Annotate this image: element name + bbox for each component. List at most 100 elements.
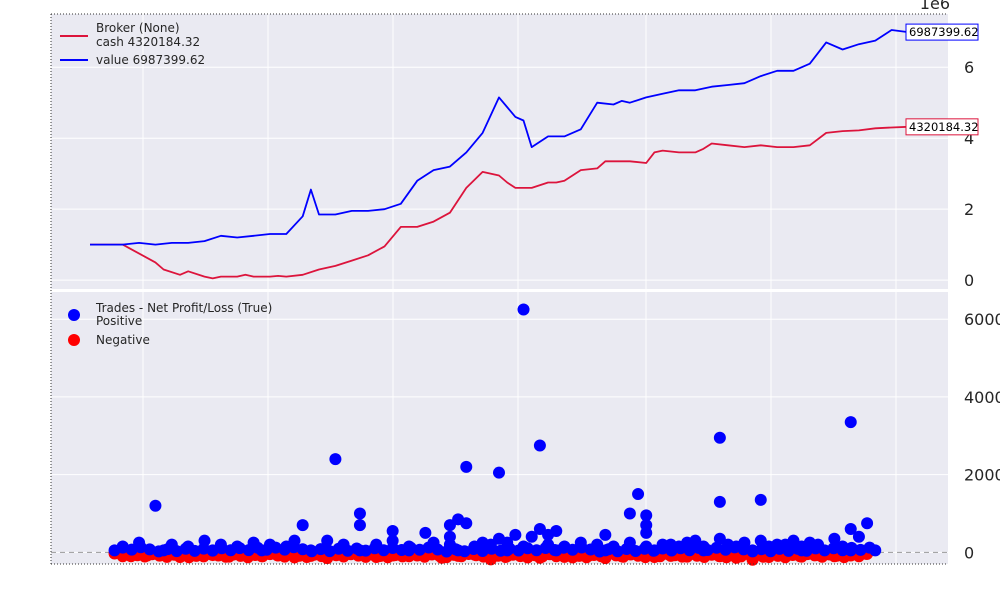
- broker-panel-bg: [51, 14, 948, 289]
- positive-point-96: [648, 544, 661, 557]
- trades-ytick-2: 4000: [964, 388, 1000, 407]
- positive-point-57: [280, 540, 293, 553]
- positive-point-98: [746, 544, 759, 557]
- positive-point-3: [353, 519, 366, 532]
- positive-band-point: [314, 543, 327, 556]
- positive-band-point: [323, 545, 336, 558]
- trades-positive-points: [108, 303, 882, 558]
- positive-point-92: [452, 544, 465, 557]
- positive-point-17: [640, 526, 653, 539]
- legend-negative-label: Negative: [96, 333, 150, 347]
- value-tag-1: 6987399.62: [909, 25, 979, 39]
- value-tag-0: 4320184.32: [909, 120, 979, 134]
- positive-point-72: [623, 536, 636, 549]
- positive-point-30: [443, 519, 456, 532]
- positive-point-13: [632, 488, 645, 501]
- positive-point-36: [525, 530, 538, 543]
- positive-point-47: [852, 530, 865, 543]
- legend-cash-label: cash 4320184.32: [96, 35, 200, 49]
- positive-point-97: [697, 544, 710, 557]
- positive-point-74: [664, 538, 677, 551]
- positive-point-1: [329, 453, 342, 466]
- trades-y-axis: 0 2000 4000 6000: [964, 310, 1000, 562]
- positive-point-15: [640, 509, 653, 522]
- positive-point-32: [296, 519, 309, 532]
- positive-point-100: [844, 544, 857, 557]
- legend-positive-label: Positive: [96, 314, 142, 328]
- positive-point-61: [427, 536, 440, 549]
- positive-point-64: [484, 538, 497, 551]
- broker-legend: Broker (None) cash 4320184.32 value 6987…: [60, 21, 205, 67]
- positive-point-94: [550, 544, 563, 557]
- legend-negative-marker: [68, 334, 80, 346]
- positive-point-18: [713, 431, 726, 444]
- positive-point-2: [353, 507, 366, 520]
- trades-legend: Trades - Net Profit/Loss (True) Positive…: [68, 301, 272, 347]
- negative-point-23: [484, 553, 497, 566]
- positive-point-93: [501, 544, 514, 557]
- positive-point-28: [337, 538, 350, 551]
- broker-line-1: [90, 29, 909, 246]
- positive-point-59: [386, 534, 399, 547]
- positive-point-26: [321, 534, 334, 547]
- trades-ytick-3: 6000: [964, 310, 1000, 329]
- positive-band-point: [629, 545, 642, 557]
- broker-value-tags: 4320184.32 6987399.62: [905, 23, 979, 136]
- positive-band-point: [413, 543, 426, 556]
- positive-point-86: [157, 544, 170, 557]
- positive-band-point: [530, 544, 543, 557]
- broker-exponent-label: 1e6: [920, 0, 950, 13]
- broker-line-0: [90, 125, 909, 280]
- positive-point-29: [419, 526, 432, 539]
- positive-band-point: [143, 543, 156, 556]
- positive-band-point: [827, 542, 840, 555]
- broker-ytick-0: 0: [964, 271, 974, 290]
- broker-legend-title: Broker (None): [96, 21, 180, 35]
- negative-point-39: [746, 553, 759, 566]
- broker-ytick-3: 6: [964, 58, 974, 77]
- positive-point-77: [722, 538, 735, 551]
- positive-point-88: [255, 544, 268, 557]
- positive-point-84: [869, 544, 882, 557]
- broker-grid: [51, 14, 948, 289]
- positive-point-5: [460, 460, 473, 473]
- positive-point-54: [231, 540, 244, 553]
- positive-point-25: [861, 517, 874, 530]
- trades-ytick-1: 2000: [964, 466, 1000, 485]
- positive-point-95: [599, 544, 612, 557]
- positive-point-0: [149, 499, 162, 512]
- positive-point-75: [681, 536, 694, 549]
- positive-point-79: [762, 540, 775, 553]
- legend-positive-marker: [68, 309, 80, 321]
- legend-value-label: value 6987399.62: [96, 53, 205, 67]
- positive-point-9: [517, 303, 530, 316]
- positive-point-4: [386, 524, 399, 537]
- negative-point-38: [730, 551, 743, 564]
- value-tag-box-0: [905, 118, 979, 136]
- trades-legend-title: Trades - Net Profit/Loss (True): [95, 301, 272, 315]
- positive-point-46: [828, 532, 841, 545]
- positive-point-8: [493, 466, 505, 479]
- positive-point-80: [779, 538, 792, 551]
- positive-point-14: [623, 507, 636, 520]
- broker-ytick-2: 4: [964, 129, 974, 148]
- positive-point-78: [738, 536, 751, 549]
- positive-point-49: [133, 536, 146, 549]
- positive-point-51: [182, 540, 195, 553]
- positive-point-85: [108, 544, 121, 557]
- positive-point-35: [509, 528, 522, 541]
- trades-ytick-0: 0: [964, 543, 974, 562]
- positive-point-10: [533, 439, 546, 452]
- positive-point-38: [542, 528, 555, 541]
- trades-panel-bg: [51, 292, 948, 564]
- positive-point-12: [599, 528, 612, 541]
- negative-point-11: [288, 551, 301, 564]
- positive-point-90: [353, 544, 366, 557]
- positive-point-19: [713, 495, 726, 508]
- broker-series: [90, 29, 909, 280]
- positive-point-58: [370, 538, 383, 551]
- broker-y-axis: 0 2 4 6: [964, 58, 974, 290]
- positive-point-21: [754, 493, 767, 506]
- positive-point-87: [206, 544, 219, 557]
